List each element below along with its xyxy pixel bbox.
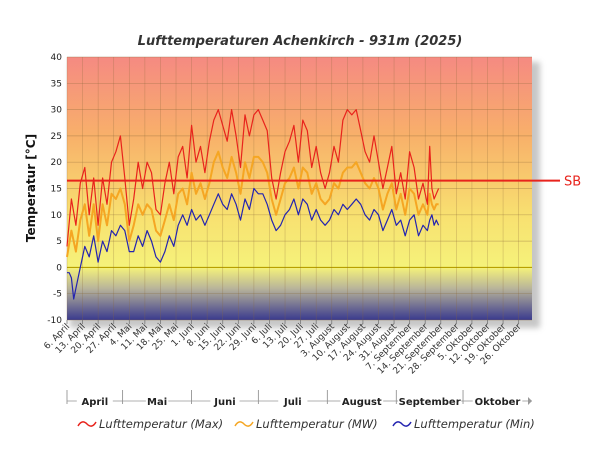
y-tick-label: 25 bbox=[51, 132, 62, 142]
y-tick-label: 0 bbox=[56, 263, 62, 273]
legend: Lufttemperatur (Max) Lufttemperatur (MW) L… bbox=[77, 417, 535, 431]
grid bbox=[66, 56, 532, 321]
y-axis-label: Temperatur [°C] bbox=[24, 134, 38, 242]
legend-label: Lufttemperatur (Min) bbox=[414, 417, 535, 431]
y-tick-label: 40 bbox=[51, 53, 63, 63]
chart-title: Lufttemperaturen Achenkirch - 931m (2025… bbox=[138, 34, 463, 49]
series-line-mw bbox=[66, 150, 439, 258]
reference-line: SB bbox=[67, 175, 581, 190]
month-label: April bbox=[81, 397, 108, 408]
month-label: August bbox=[342, 397, 382, 408]
month-label: Mai bbox=[147, 397, 167, 408]
month-label: Oktober bbox=[475, 397, 521, 408]
y-tick-label: 5 bbox=[56, 237, 62, 247]
month-bar-arrow bbox=[528, 397, 532, 405]
y-tick-label: 30 bbox=[51, 106, 63, 116]
y-tick-label: 15 bbox=[51, 185, 62, 195]
plot-background bbox=[67, 57, 532, 320]
sb-label: SB bbox=[564, 175, 581, 190]
y-tick-label: 10 bbox=[51, 211, 63, 221]
month-label: September bbox=[399, 397, 461, 408]
series-line-min bbox=[67, 187, 440, 300]
legend-swatch bbox=[392, 421, 412, 427]
y-tick-label: -5 bbox=[53, 290, 62, 300]
y-tick-label: -10 bbox=[47, 316, 62, 326]
legend-label: Lufttemperatur (MW) bbox=[256, 417, 378, 431]
y-tick-label: 20 bbox=[51, 158, 63, 168]
y-axis-ticks: -10 -5 0 5 10 15 20 25 30 35 40 bbox=[47, 53, 62, 326]
series-line-max bbox=[66, 109, 440, 247]
series-lines bbox=[66, 109, 440, 300]
legend-swatch bbox=[77, 421, 97, 427]
month-bar: April Mai Juni Juli August September Oktober bbox=[66, 390, 532, 408]
month-label: Juni bbox=[213, 397, 235, 408]
month-label: Juli bbox=[283, 397, 302, 408]
legend-swatch bbox=[234, 421, 254, 427]
legend-label: Lufttemperatur (Max) bbox=[99, 417, 223, 431]
y-tick-label: 35 bbox=[51, 79, 62, 89]
